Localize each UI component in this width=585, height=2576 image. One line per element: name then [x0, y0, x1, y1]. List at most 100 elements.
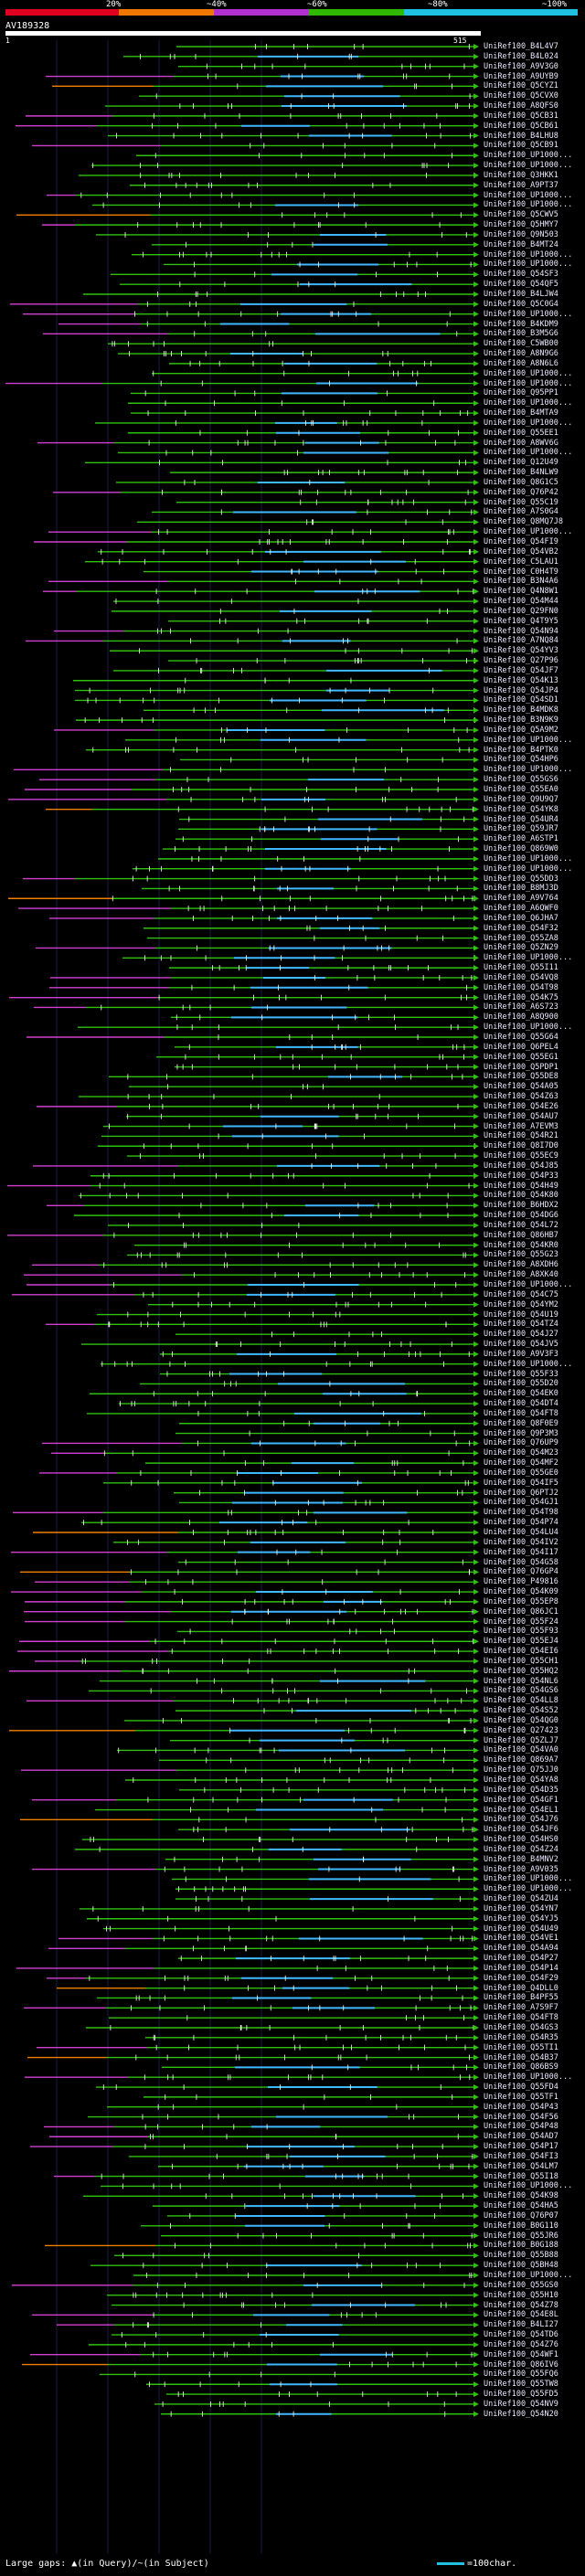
hit-link[interactable]: UniRef100_Q54R35: [484, 2032, 558, 2042]
hit-link[interactable]: UniRef100_Q54K09: [484, 1587, 558, 1597]
hit-link[interactable]: UniRef100_Q54EK0: [484, 1389, 558, 1399]
hit-link[interactable]: UniRef100_B3M5G6: [484, 329, 558, 339]
hit-link[interactable]: UniRef100_Q55CH1: [484, 1656, 558, 1666]
hit-link[interactable]: UniRef100_A8N6L6: [484, 358, 558, 368]
hit-link[interactable]: UniRef100_Q54EL1: [484, 1805, 558, 1815]
hit-link[interactable]: UniRef100_Q5A9M2: [484, 725, 558, 735]
hit-link[interactable]: UniRef100_Q869A7: [484, 1755, 558, 1765]
hit-link[interactable]: UniRef100_UP1000...: [484, 448, 573, 458]
hit-link[interactable]: UniRef100_UP1000...: [484, 2181, 573, 2191]
hit-link[interactable]: UniRef100_Q55ZA8: [484, 933, 558, 943]
hit-link[interactable]: UniRef100_Q54VQ8: [484, 972, 558, 982]
hit-link[interactable]: UniRef100_A9PT37: [484, 180, 558, 190]
hit-link[interactable]: UniRef100_Q54C75: [484, 1289, 558, 1299]
hit-link[interactable]: UniRef100_Q54JF7: [484, 665, 558, 675]
hit-link[interactable]: UniRef100_Q54P27: [484, 1954, 558, 1964]
hit-link[interactable]: UniRef100_Q54Z78: [484, 2300, 558, 2310]
hit-link[interactable]: UniRef100_Q54U19: [484, 1309, 558, 1320]
hit-link[interactable]: UniRef100_Q54VA0: [484, 1745, 558, 1755]
hit-link[interactable]: UniRef100_Q5PDP1: [484, 1062, 558, 1072]
hit-link[interactable]: UniRef100_Q54P17: [484, 2142, 558, 2152]
hit-link[interactable]: UniRef100_Q54L72: [484, 1220, 558, 1230]
hit-link[interactable]: UniRef100_B8MJ3D: [484, 884, 558, 894]
hit-link[interactable]: UniRef100_Q54HS0: [484, 1835, 558, 1845]
hit-link[interactable]: UniRef100_Q54FI3: [484, 2151, 558, 2161]
hit-link[interactable]: UniRef100_Q55EP8: [484, 1596, 558, 1606]
hit-link[interactable]: UniRef100_Q55TF1: [484, 2092, 558, 2102]
hit-link[interactable]: UniRef100_Q55I18: [484, 2171, 558, 2181]
hit-link[interactable]: UniRef100_Q55C19: [484, 497, 558, 507]
hit-link[interactable]: UniRef100_Q54U49: [484, 1924, 558, 1934]
hit-link[interactable]: UniRef100_UP1000...: [484, 190, 573, 200]
hit-link[interactable]: UniRef100_Q54YJ5: [484, 1913, 558, 1924]
hit-link[interactable]: UniRef100_UP1000...: [484, 398, 573, 408]
hit-link[interactable]: UniRef100_Q54N94: [484, 626, 558, 636]
hit-link[interactable]: UniRef100_Q54QG0: [484, 1715, 558, 1725]
hit-link[interactable]: UniRef100_Q54P14: [484, 1963, 558, 1973]
hit-link[interactable]: UniRef100_Q5ZN29: [484, 943, 558, 953]
hit-link[interactable]: UniRef100_UP1000...: [484, 1280, 573, 1289]
hit-link[interactable]: UniRef100_Q55HQ2: [484, 1666, 558, 1676]
hit-link[interactable]: UniRef100_Q54FT8: [484, 1408, 558, 1418]
hit-link[interactable]: UniRef100_Q5CYZ1: [484, 81, 558, 91]
hit-link[interactable]: UniRef100_A8N9G6: [484, 349, 558, 359]
hit-link[interactable]: UniRef100_Q54H49: [484, 1181, 558, 1191]
hit-link[interactable]: UniRef100_A8XK40: [484, 1270, 558, 1280]
hit-link[interactable]: UniRef100_Q55D20: [484, 1379, 558, 1389]
hit-link[interactable]: UniRef100_C5LAU1: [484, 557, 558, 567]
hit-link[interactable]: UniRef100_Q6PEL4: [484, 1042, 558, 1052]
hit-link[interactable]: UniRef100_Q54Z76: [484, 2339, 558, 2349]
hit-link[interactable]: UniRef100_Q76P42: [484, 487, 558, 497]
hit-link[interactable]: UniRef100_Q5CB31: [484, 111, 558, 121]
hit-link[interactable]: UniRef100_Q54J85: [484, 1161, 558, 1171]
hit-link[interactable]: UniRef100_Q54E8L: [484, 2310, 558, 2320]
hit-link[interactable]: UniRef100_Q54M44: [484, 597, 558, 607]
hit-link[interactable]: UniRef100_B4PF55: [484, 1993, 558, 2003]
hit-link[interactable]: UniRef100_Q9N503: [484, 229, 558, 239]
hit-link[interactable]: UniRef100_Q54IV2: [484, 1537, 558, 1547]
hit-link[interactable]: UniRef100_Q54E26: [484, 1101, 558, 1111]
hit-link[interactable]: UniRef100_Q76UP9: [484, 1438, 558, 1448]
hit-link[interactable]: UniRef100_UP1000...: [484, 249, 573, 260]
hit-link[interactable]: UniRef100_B6HDX2: [484, 1201, 558, 1211]
hit-link[interactable]: UniRef100_A8XDH6: [484, 1260, 558, 1270]
hit-link[interactable]: UniRef100_B4LJW4: [484, 290, 558, 299]
hit-link[interactable]: UniRef100_Q54HP6: [484, 755, 558, 765]
hit-link[interactable]: UniRef100_C5WB00: [484, 339, 558, 349]
hit-link[interactable]: UniRef100_Q76GP4: [484, 1567, 558, 1577]
hit-link[interactable]: UniRef100_Q55EC9: [484, 1151, 558, 1161]
hit-link[interactable]: UniRef100_Q5BH48: [484, 2261, 558, 2271]
hit-link[interactable]: UniRef100_Q54A94: [484, 1944, 558, 1954]
hit-link[interactable]: UniRef100_B4PTK0: [484, 745, 558, 755]
hit-link[interactable]: UniRef100_Q55G23: [484, 1250, 558, 1260]
hit-link[interactable]: UniRef100_B4KDM9: [484, 319, 558, 329]
hit-link[interactable]: UniRef100_Q54J76: [484, 1815, 558, 1825]
hit-link[interactable]: UniRef100_A7EVM3: [484, 1121, 558, 1131]
hit-link[interactable]: UniRef100_Q54LU4: [484, 1528, 558, 1537]
hit-link[interactable]: UniRef100_Q54ZU4: [484, 1894, 558, 1904]
hit-link[interactable]: UniRef100_Q55GS6: [484, 775, 558, 785]
hit-link[interactable]: UniRef100_A6STP1: [484, 834, 558, 844]
hit-link[interactable]: UniRef100_Q8G1C5: [484, 477, 558, 487]
hit-link[interactable]: UniRef100_Q54JF6: [484, 1825, 558, 1835]
hit-link[interactable]: UniRef100_Q869W0: [484, 844, 558, 854]
hit-link[interactable]: UniRef100_Q54FT8: [484, 2013, 558, 2023]
hit-link[interactable]: UniRef100_Q29FN0: [484, 606, 558, 616]
hit-link[interactable]: UniRef100_Q54K80: [484, 1191, 558, 1201]
hit-link[interactable]: UniRef100_Q55FD5: [484, 2390, 558, 2400]
hit-link[interactable]: UniRef100_Q55F33: [484, 1369, 558, 1379]
hit-link[interactable]: UniRef100_Q54GS3: [484, 2023, 558, 2032]
hit-link[interactable]: UniRef100_UP1000...: [484, 2072, 573, 2083]
hit-link[interactable]: UniRef100_Q54YK8: [484, 804, 558, 814]
hit-link[interactable]: UniRef100_Q54GS6: [484, 1686, 558, 1696]
hit-link[interactable]: UniRef100_Q55FD4: [484, 2083, 558, 2093]
hit-link[interactable]: UniRef100_UP1000...: [484, 864, 573, 874]
hit-link[interactable]: UniRef100_Q54M23: [484, 1448, 558, 1458]
hit-link[interactable]: UniRef100_UP1000...: [484, 1874, 573, 1884]
hit-link[interactable]: UniRef100_Q55G64: [484, 1033, 558, 1042]
hit-link[interactable]: UniRef100_UP1000...: [484, 260, 573, 270]
hit-link[interactable]: UniRef100_Q54B37: [484, 2052, 558, 2062]
hit-link[interactable]: UniRef100_Q54NV9: [484, 2399, 558, 2409]
hit-link[interactable]: UniRef100_Q54R21: [484, 1131, 558, 1141]
hit-link[interactable]: UniRef100_Q55EG1: [484, 1052, 558, 1062]
